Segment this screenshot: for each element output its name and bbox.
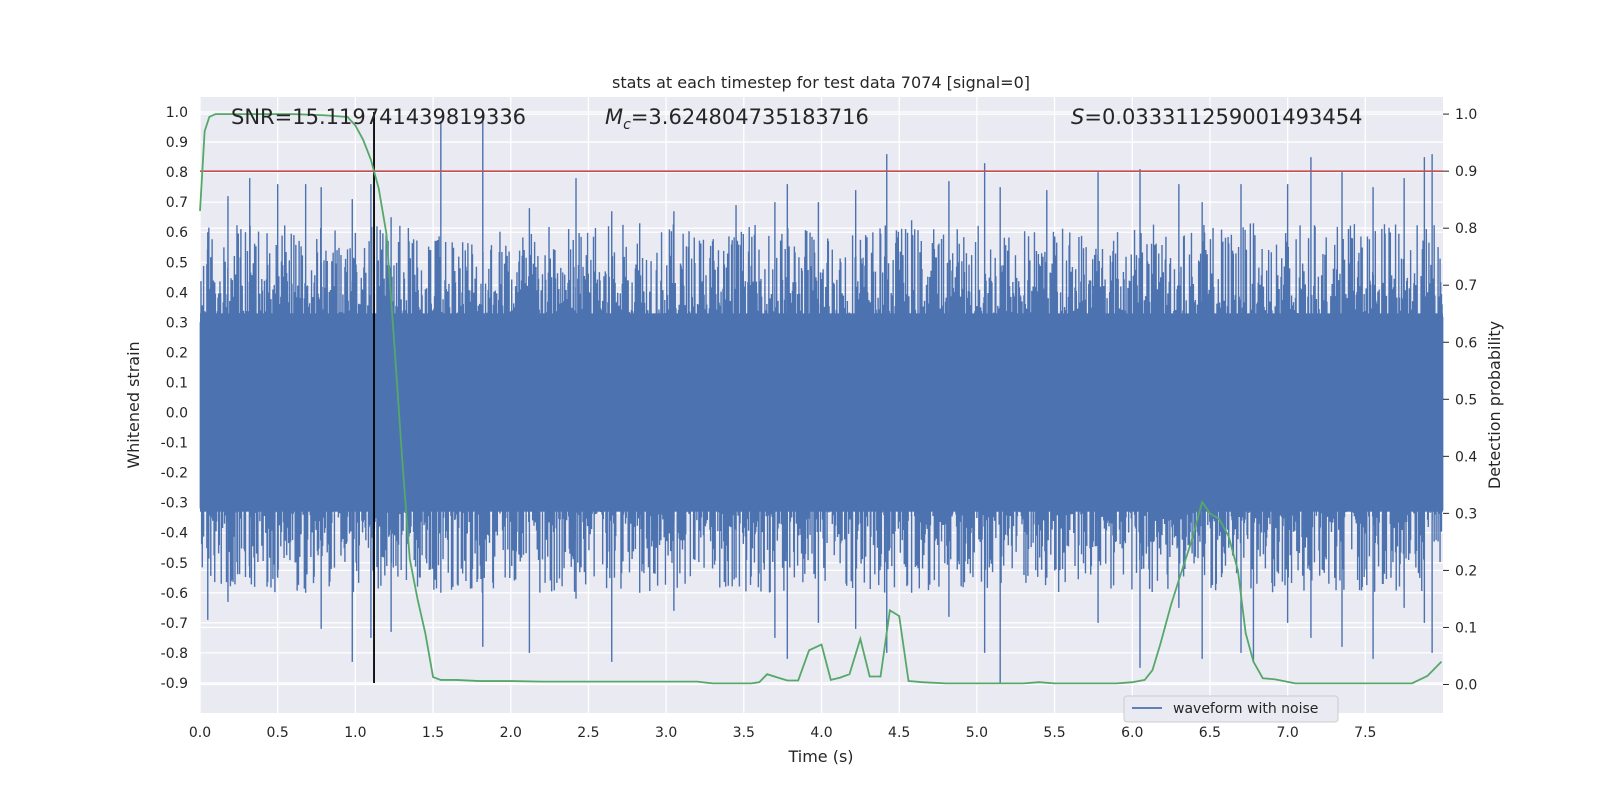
legend-box [1123,695,1339,723]
x-tick-label: 1.5 [422,725,444,741]
y2-tick-label: 0.0 [1455,677,1477,693]
y-tick-label: -0.4 [161,526,188,542]
x-tick-label: 1.0 [344,725,366,741]
y2-tick-label: 0.8 [1455,221,1477,237]
x-tick-label: 5.0 [966,725,988,741]
y2-tick-label: 0.2 [1455,563,1477,579]
x-tick-label: 0.0 [189,725,211,741]
y-tick-label: 0.5 [166,255,188,271]
y2-tick-labels: 1.0 0.9 0.8 0.7 0.6 0.5 0.4 0.3 0.2 0.1 0.0 [1443,107,1477,693]
y-tick-label: 0.6 [166,225,188,241]
chart-title: stats at each timestep for test data 707… [612,73,1030,92]
y-axis-label: Whitened strain [124,341,143,468]
statistic-annotation: S=0.033311259001493454 [1071,105,1362,129]
y2-tick-label: 0.9 [1455,164,1477,180]
y-tick-label: -0.1 [161,436,188,452]
x-tick-label: 0.5 [267,725,289,741]
y2-tick-label: 0.3 [1455,506,1477,522]
y-tick-label: -0.8 [161,646,188,662]
x-axis-label: Time (s) [787,747,853,766]
y-tick-label: 0.3 [166,315,188,331]
y-tick-label: 0.1 [166,375,188,391]
x-tick-label: 2.0 [500,725,522,741]
y2-tick-label: 1.0 [1455,107,1477,123]
x-tick-label: 7.5 [1354,725,1376,741]
x-tick-label: 7.0 [1276,725,1298,741]
y2-tick-label: 0.6 [1455,335,1477,351]
waveform-trace [199,115,1444,683]
y2-tick-label: 0.1 [1455,620,1477,636]
y-tick-label: 1.0 [166,105,188,121]
y-tick-label: 0.7 [166,195,188,211]
y-tick-label: 0.8 [166,165,188,181]
legend-label: waveform with noise [1173,701,1318,717]
y-tick-label: -0.2 [161,466,188,482]
x-tick-label: 5.5 [1043,725,1065,741]
x-tick-labels: 0.0 0.5 1.0 1.5 2.0 2.5 3.0 3.5 4.0 4.5 5.0 5.5 6.0 6… [189,725,1377,741]
y-tick-label: -0.3 [161,496,188,512]
waveform-series [199,115,1444,683]
x-tick-label: 6.0 [1121,725,1143,741]
x-tick-label: 4.0 [810,725,832,741]
y-tick-label: 0.0 [166,406,188,422]
chirp-mass-subscript: c [623,117,631,133]
x-tick-label: 4.5 [888,725,910,741]
y-tick-label: -0.6 [161,586,188,602]
y2-tick-label: 0.4 [1455,449,1477,465]
chirp-mass-value: =3.624804735183716 [631,105,869,129]
detection-probability-line [199,113,1443,685]
y2-axis-label: Detection probability [1485,321,1504,489]
y-tick-label: 0.2 [166,345,188,361]
statistic-value: =0.033311259001493454 [1084,105,1362,129]
x-tick-label: 3.0 [655,725,677,741]
chirp-mass-annotation: Mc=3.624804735183716 [605,105,869,133]
y2-tick-label: 0.7 [1455,278,1477,294]
y-tick-label: -0.7 [161,616,188,632]
x-tick-label: 3.5 [733,725,755,741]
snr-annotation: SNR=15.119741439819336 [231,105,526,129]
x-tick-label: 6.5 [1199,725,1221,741]
y-tick-labels: 1.0 0.9 0.8 0.7 0.6 0.5 0.4 0.3 0.2 0.1 0.0 -0.1 -0.… [161,105,188,692]
y2-tick-label: 0.5 [1455,392,1477,408]
y-tick-label: -0.9 [161,676,188,692]
chirp-mass-symbol: M [605,105,623,129]
y-tick-label: 0.4 [166,285,188,301]
statistic-symbol: S [1071,105,1084,129]
x-tick-label: 2.5 [577,725,599,741]
legend: waveform with noise [1123,695,1339,723]
y-tick-label: 0.9 [166,135,188,151]
y-tick-label: -0.5 [161,556,188,572]
